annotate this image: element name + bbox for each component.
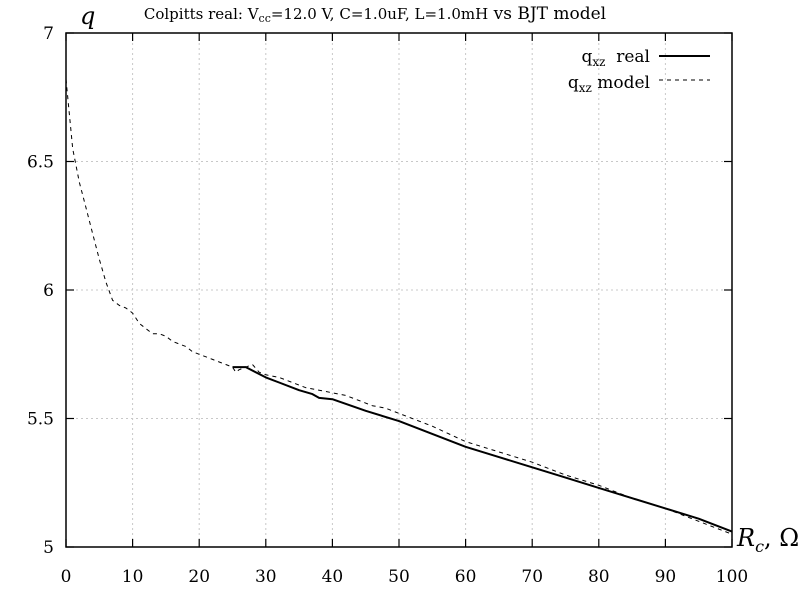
title-subscript: cc (259, 12, 271, 25)
x-tick-label: 70 (521, 567, 543, 587)
series-line-real (232, 366, 733, 533)
x-tick-label: 100 (716, 567, 748, 587)
series-layer (65, 79, 733, 535)
title-tail: vs BJT model (488, 4, 606, 24)
x-tick-label: 30 (255, 567, 277, 587)
title-suffix: =12.0 V, C=1.0uF, L=1.0mH (271, 5, 488, 23)
x-tick-label: 90 (655, 567, 677, 587)
legend-label-real: qxz real (581, 47, 650, 69)
x-tick-label: 20 (188, 567, 210, 587)
series-line-model (65, 79, 733, 535)
y-tick-label: 6.5 (27, 153, 54, 173)
x-tick-label: 10 (122, 567, 144, 587)
x-axis-label: Rc, Ω (736, 524, 799, 556)
y-axis-label: q (80, 2, 95, 30)
y-tick-label: 6 (43, 281, 54, 301)
y-tick-label: 5.5 (27, 410, 54, 430)
x-tick-label: 40 (322, 567, 344, 587)
ticks: 0 10 20 30 40 50 60 70 80 90 100 5 5.5 6 6.5 7 (27, 24, 748, 587)
x-tick-label: 60 (455, 567, 477, 587)
grid (66, 33, 732, 547)
legend: qxz real qxz model (568, 47, 710, 95)
y-tick-label: 7 (43, 24, 54, 44)
y-tick-label: 5 (43, 538, 54, 558)
x-tick-label: 0 (61, 567, 72, 587)
x-tick-label: 80 (588, 567, 610, 587)
x-tick-label: 50 (388, 567, 410, 587)
chart-title: Colpitts real: Vcc=12.0 V, C=1.0uF, L=1.… (144, 4, 606, 25)
legend-label-model: qxz model (568, 73, 650, 95)
